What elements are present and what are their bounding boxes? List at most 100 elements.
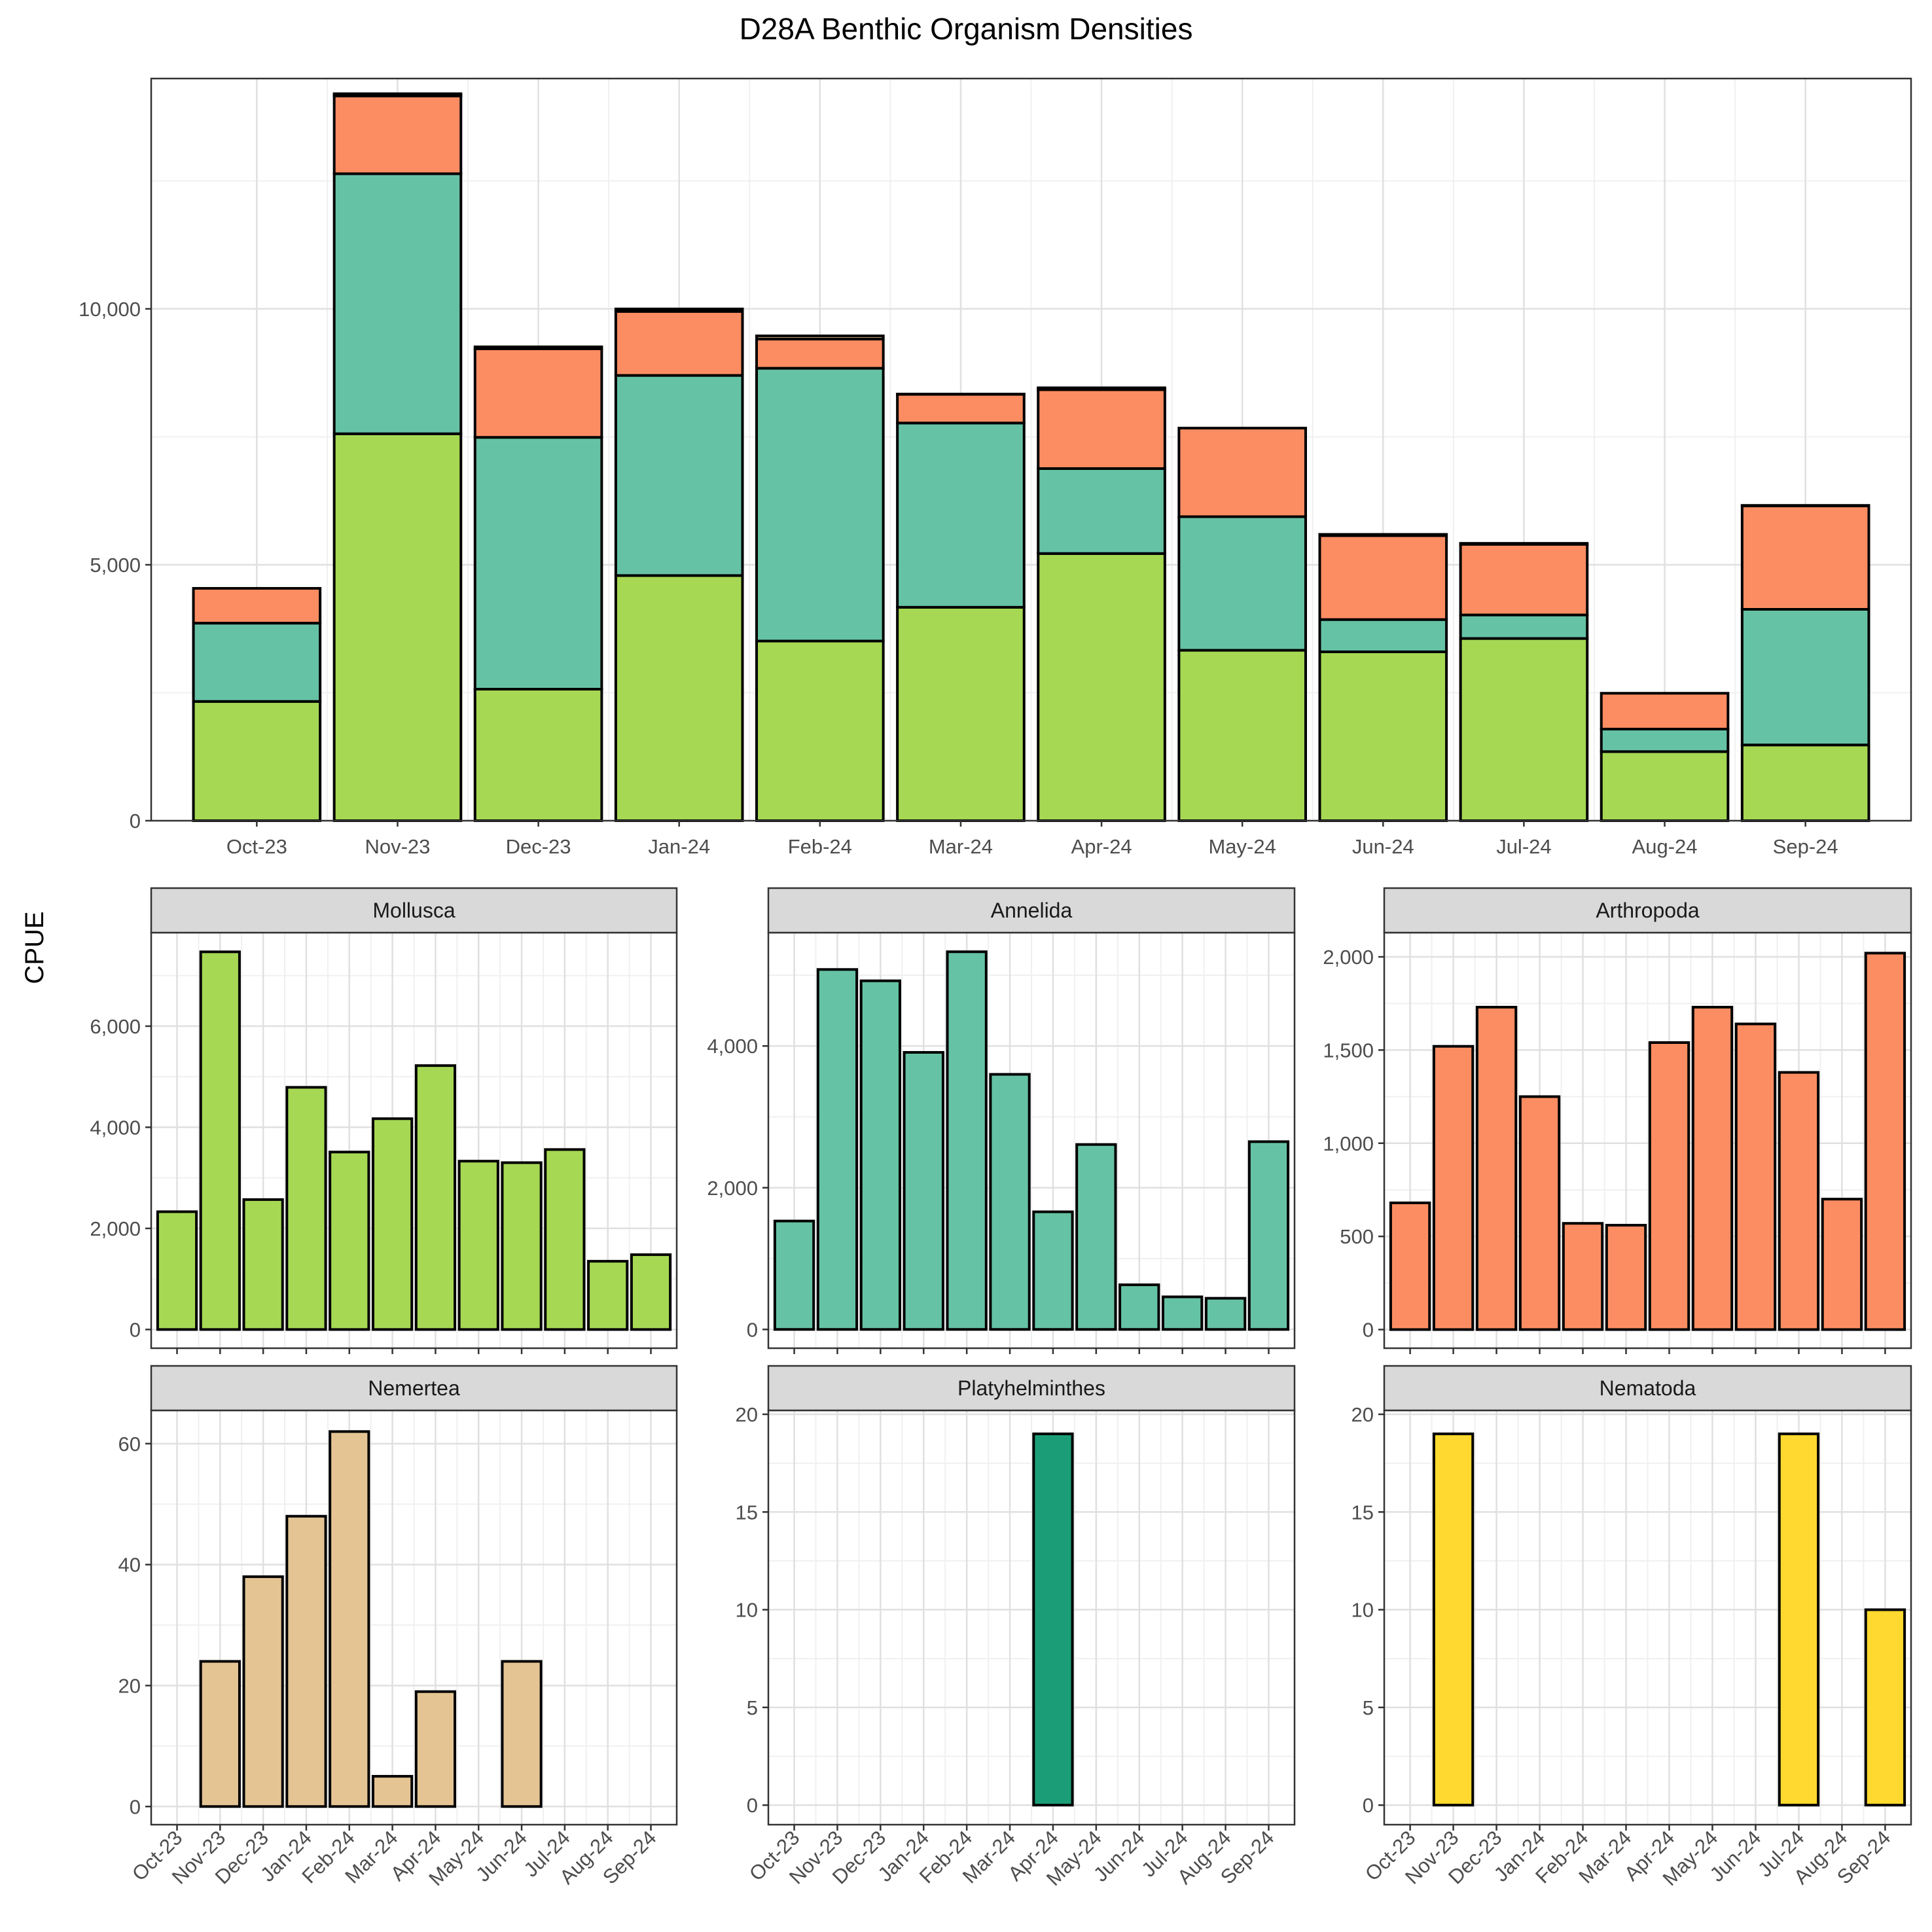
facet-strip-label: Arthropoda xyxy=(1596,899,1700,922)
bar xyxy=(371,1775,414,1808)
y-tick-label: 0 xyxy=(130,1318,141,1341)
bar-segment-mollusca xyxy=(1177,649,1307,822)
x-tick-label: Feb-24 xyxy=(788,835,852,858)
bar-segment-annelida xyxy=(614,374,744,577)
y-tick-label: 20 xyxy=(1351,1403,1374,1426)
bar xyxy=(587,1260,629,1331)
bar-segment-arthropoda xyxy=(755,338,885,370)
facet-strip-label: Mollusca xyxy=(372,899,455,922)
y-tick-label: 40 xyxy=(118,1554,141,1577)
bar-segment-mollusca xyxy=(473,688,603,823)
bar-segment-nemertea xyxy=(755,334,885,341)
y-tick-label: 4,000 xyxy=(707,1035,758,1058)
bar xyxy=(1204,1297,1247,1331)
facet-strip-label: Nematoda xyxy=(1600,1376,1696,1400)
bar xyxy=(989,1073,1031,1331)
x-tick-label: Dec-23 xyxy=(506,835,571,858)
bar xyxy=(1118,1283,1160,1331)
bar-segment-annelida xyxy=(192,622,322,703)
bar-segment-mollusca xyxy=(1600,750,1730,822)
y-tick-label: 0 xyxy=(1363,1319,1374,1342)
bar xyxy=(773,1219,815,1331)
y-tick-label: 10,000 xyxy=(79,298,141,321)
bar xyxy=(285,1514,327,1808)
stacked-bar-panel: 0 5,000 10,000 Oct-23 Nov-23 Dec-23 Jan-24 Feb-… xyxy=(79,77,1912,858)
facet-strip xyxy=(150,887,678,934)
bar xyxy=(156,1210,198,1331)
x-tick-label: Jan-24 xyxy=(648,835,710,858)
bar xyxy=(501,1660,543,1808)
x-tick-label: Apr-24 xyxy=(1071,835,1132,858)
x-tick-label: Mar-24 xyxy=(929,835,993,858)
bar-segment-mollusca xyxy=(755,639,885,822)
bar xyxy=(1432,1432,1475,1807)
y-tick-label: 15 xyxy=(1351,1501,1374,1524)
facet-strip-label: Platyhelminthes xyxy=(957,1376,1105,1400)
bar xyxy=(1778,1432,1820,1807)
bar-segment-mollusca xyxy=(1318,650,1448,822)
panel-border xyxy=(150,77,1912,822)
bar xyxy=(501,1161,543,1331)
x-tick-label: May-24 xyxy=(1208,835,1276,858)
bar xyxy=(285,1086,327,1331)
x-tick-label: Aug-24 xyxy=(1632,835,1698,858)
bar-segment-arthropoda xyxy=(1740,505,1870,611)
facet-panel-arthropoda: 0 500 1,000 1,500 2,000 Arthropoda xyxy=(1323,887,1912,1354)
facet-panel-mollusca: 0 2,000 4,000 6,000 Mollusca xyxy=(90,887,678,1354)
x-tick-label: Jul-24 xyxy=(1496,835,1551,858)
bar xyxy=(1075,1143,1117,1331)
y-tick-label: 5,000 xyxy=(90,554,141,577)
bar-segment-mollusca xyxy=(896,605,1026,823)
bar xyxy=(816,968,859,1331)
y-tick-label: 60 xyxy=(118,1433,141,1456)
bar-segment-annelida xyxy=(1740,608,1870,747)
bar-segment-mollusca xyxy=(1459,637,1589,822)
y-tick-label: 0 xyxy=(1363,1794,1374,1817)
bar-segment-nematoda xyxy=(1459,542,1589,546)
bar-segment-annelida xyxy=(755,367,885,643)
x-tick-label: Oct-23 xyxy=(226,835,287,858)
bar xyxy=(1518,1095,1561,1331)
bar-segment-annelida xyxy=(1318,618,1448,653)
bar-segment-arthropoda xyxy=(192,586,322,625)
bar xyxy=(371,1117,414,1331)
y-tick-label: 10 xyxy=(736,1599,758,1622)
bar-segment-nematoda xyxy=(1740,504,1870,508)
x-tick-label: Nov-23 xyxy=(365,835,430,858)
facet-strip-label: Annelida xyxy=(991,899,1073,922)
bar-segment-platyhelminthes xyxy=(1037,386,1166,391)
bar-segment-nemertea xyxy=(614,308,744,313)
bar-segment-arthropoda xyxy=(332,94,463,175)
bar-segment-annelida xyxy=(1037,467,1166,555)
bar xyxy=(329,1151,370,1331)
bar-segment-arthropoda xyxy=(1177,427,1307,518)
bar xyxy=(1032,1210,1074,1331)
bar-segment-mollusca xyxy=(192,700,322,823)
stacked-bar-chart: 0 5,000 10,000 Oct-23 Nov-23 Dec-23 Jan-24 Feb-… xyxy=(79,77,1912,858)
bar-segment-annelida xyxy=(896,421,1026,609)
y-tick-label: 5 xyxy=(747,1696,758,1719)
facet-strip-label: Nemertea xyxy=(368,1376,460,1400)
bar xyxy=(903,1050,944,1331)
y-tick-label: 2,000 xyxy=(1323,946,1374,969)
facet-strip xyxy=(767,887,1296,934)
bar-segment-annelida xyxy=(473,436,603,691)
bar xyxy=(946,950,988,1331)
y-tick-label: 5 xyxy=(1363,1696,1374,1719)
bar-segment-mollusca xyxy=(614,574,744,822)
facet-panel-nematoda: 05101520Oct-23Nov-23Dec-23Jan-24Feb-24Ma… xyxy=(1351,1365,1912,1890)
bar xyxy=(457,1160,499,1331)
y-tick-label: 2,000 xyxy=(90,1217,141,1240)
bar-segment-arthropoda xyxy=(1600,692,1730,731)
bar xyxy=(1778,1071,1820,1331)
bar xyxy=(1389,1201,1431,1331)
y-tick-label: 2,000 xyxy=(707,1177,758,1200)
bar xyxy=(199,1660,241,1808)
facet-strip xyxy=(1383,1365,1912,1412)
y-tick-label: 500 xyxy=(1340,1225,1374,1248)
bar xyxy=(329,1430,370,1808)
bar xyxy=(1475,1005,1518,1331)
bar-segment-annelida xyxy=(1600,728,1730,753)
bar xyxy=(242,1198,284,1331)
